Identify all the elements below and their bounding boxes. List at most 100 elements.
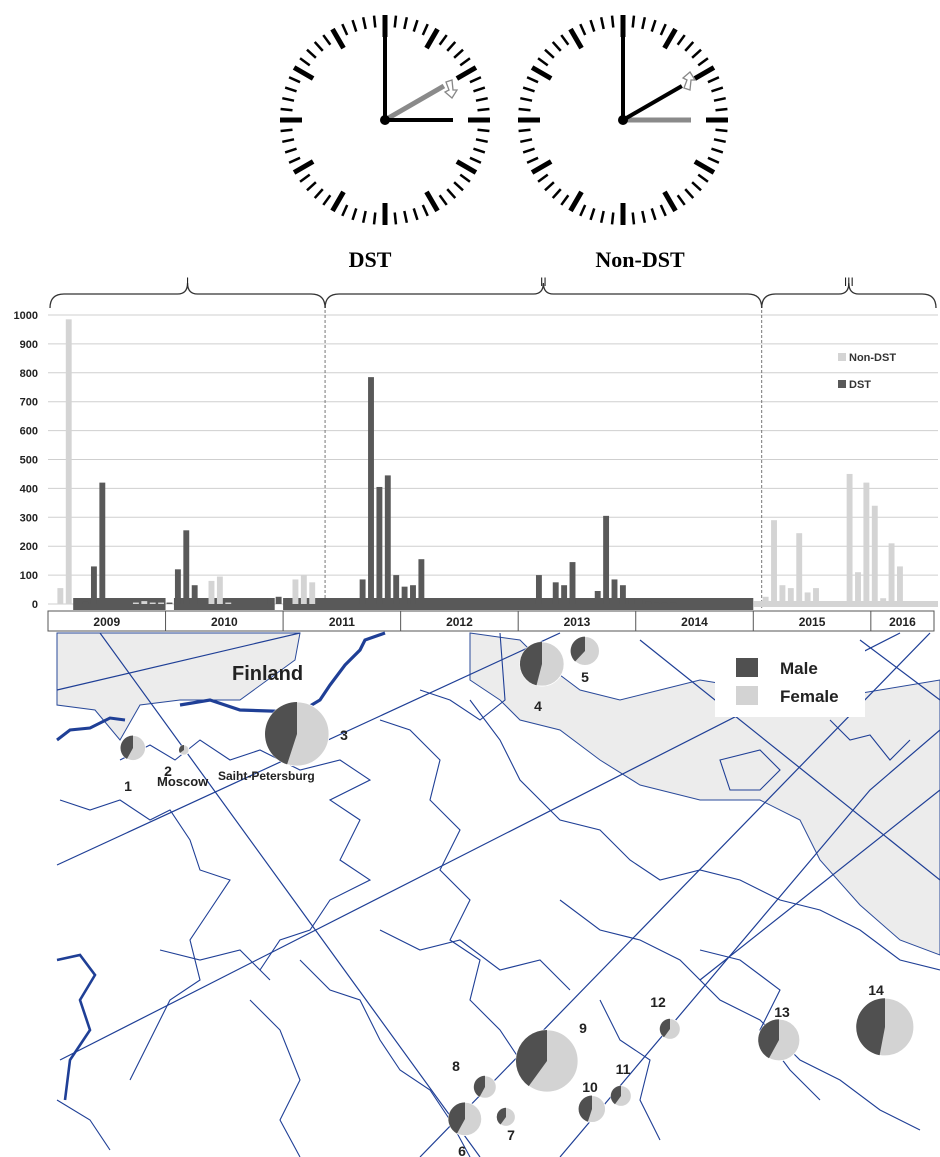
non-dst-bar <box>871 505 878 604</box>
y-tick-label: 400 <box>20 483 38 495</box>
dst-bar <box>376 486 383 604</box>
pie-region-13: 13 <box>757 1004 801 1062</box>
clock-tick <box>641 17 647 30</box>
period-label: III <box>844 275 854 289</box>
dst-bar <box>653 602 660 604</box>
bar-chart-legend: Non-DST DST <box>838 352 896 391</box>
non-dst-bar <box>897 566 903 604</box>
clock-tick <box>560 194 570 206</box>
graticule-line <box>99 632 481 1157</box>
clock-panel <box>280 15 728 225</box>
pie-region-label: 7 <box>507 1127 515 1143</box>
clock-tick <box>715 128 728 133</box>
clock-tick <box>520 138 533 144</box>
clock-tick <box>568 190 584 213</box>
dst-bar <box>544 599 551 604</box>
clock-tick <box>477 128 490 133</box>
clock-tick <box>691 48 702 59</box>
clock-tick <box>537 57 549 67</box>
clock-tick <box>306 48 317 59</box>
map-legend-box <box>715 645 865 717</box>
pie-region-9: 9 <box>515 1020 587 1093</box>
dst-bar <box>191 585 198 604</box>
clock-tick <box>299 173 311 183</box>
clock-tick <box>560 34 570 46</box>
legend-swatch <box>838 380 846 388</box>
clock-tick <box>631 212 636 225</box>
pie-male-slice <box>578 1095 592 1122</box>
clock-tick <box>641 210 647 223</box>
non-dst-bar <box>804 592 811 604</box>
boundary-line <box>299 959 471 1157</box>
pie-region-label: 4 <box>534 698 542 714</box>
clock-tick <box>453 181 464 192</box>
year-axis-box <box>47 610 935 632</box>
clock-tick <box>351 19 358 32</box>
period-label: I <box>186 275 189 289</box>
gulf-of-finland <box>56 632 301 741</box>
pie-region-12: 12 <box>650 994 681 1040</box>
non-dst-bar <box>821 601 828 604</box>
dst-bar <box>99 482 106 604</box>
year-label: 2013 <box>564 615 591 629</box>
arrow-down-icon <box>443 79 459 99</box>
city-label-saint-petersburg: Saiht-Petersburg <box>218 769 315 783</box>
clock-tick <box>707 156 720 164</box>
boundary-line <box>829 719 911 761</box>
year-label: 2014 <box>681 615 708 629</box>
y-tick-label: 0 <box>32 599 38 611</box>
non-dst-bar <box>57 588 64 604</box>
year-label: 2010 <box>211 615 238 629</box>
clock-tick <box>711 147 724 154</box>
clock-tick <box>284 147 297 154</box>
dst-bar <box>645 601 652 604</box>
non-dst-bar <box>149 602 156 604</box>
non-dst-bar <box>846 473 853 604</box>
non-dst-bar <box>158 602 165 604</box>
pie-male-slice <box>448 1102 465 1134</box>
clock-tick <box>455 159 478 175</box>
clock-tick <box>280 128 293 133</box>
clock-tick <box>551 188 562 199</box>
dst-baseline-strip <box>283 598 754 610</box>
y-axis-ticks: 0 100 200 300 400 500 600 700 800 900 1000 <box>14 310 38 611</box>
dst-bar <box>90 566 97 604</box>
clock-tick <box>372 212 377 225</box>
year-label: 2012 <box>446 615 473 629</box>
y-tick-label: 800 <box>20 368 38 380</box>
border-line <box>179 631 386 714</box>
dst-bar <box>174 569 181 604</box>
pie-region-label: 3 <box>340 727 348 743</box>
period-brackets: I II III <box>49 275 937 608</box>
clock-tick <box>469 156 482 164</box>
city-label-moscow: Moscow <box>157 774 209 789</box>
border-line <box>56 953 97 1101</box>
graticule-line <box>859 639 940 701</box>
graticule-line <box>419 632 931 1157</box>
non-dst-bar <box>292 579 299 604</box>
dst-bar <box>611 579 618 604</box>
non-dst-bar <box>863 482 870 604</box>
clock-tick <box>459 57 471 67</box>
clock-tick <box>412 19 419 32</box>
clock-ghost-hand <box>383 83 446 123</box>
map-lines <box>56 631 940 1157</box>
clock-tick <box>306 181 317 192</box>
map-legend-swatch <box>736 658 758 677</box>
clock-tick <box>446 188 457 199</box>
pie-male-slice <box>610 1085 621 1105</box>
dst-bar <box>661 602 668 604</box>
clock-hour-hand <box>621 84 683 122</box>
boundary-line <box>469 699 940 971</box>
dst-baseline-strip <box>173 598 275 610</box>
clock-tick <box>589 19 596 32</box>
map-legend-label: Female <box>780 687 839 706</box>
clock-tick <box>526 76 539 84</box>
dst-bar <box>401 586 408 604</box>
clock-tick <box>522 147 535 154</box>
pie-male-slice <box>758 1019 779 1059</box>
clock-tick <box>691 181 702 192</box>
y-tick-label: 300 <box>20 512 38 524</box>
boundary-line <box>419 632 506 721</box>
